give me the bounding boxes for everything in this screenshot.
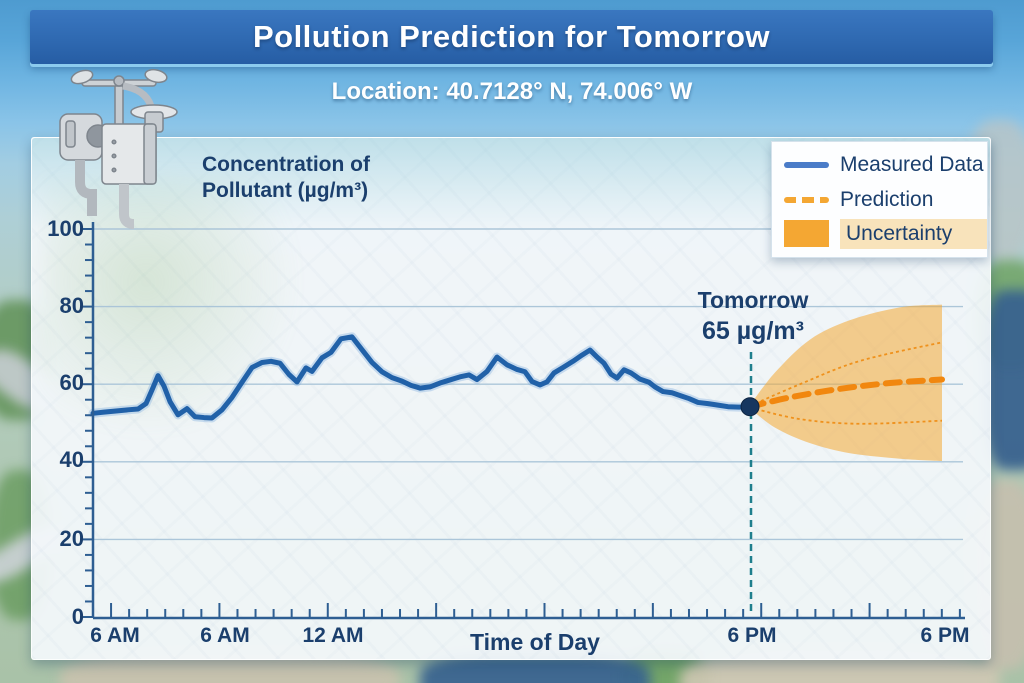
y-tick-label-60: 60 <box>59 370 84 395</box>
y-tick-label-100: 100 <box>47 216 84 241</box>
weather-station-parts <box>59 68 178 229</box>
location-label: Location: 40.7128° N, 74.006° W <box>331 78 693 105</box>
y-axis-title-line2: Pollutant (µg/m³) <box>202 179 369 202</box>
tomorrow-annotation-value: 65 µg/m³ <box>702 317 804 345</box>
weather-station-icon <box>59 68 178 229</box>
legend-item-prediction: Prediction <box>784 185 987 215</box>
legend-item-uncertainty: Uncertainty <box>784 218 987 249</box>
dashed-line-icon <box>784 196 829 203</box>
tomorrow-annotation: Tomorrow 65 µg/m³ <box>698 287 809 346</box>
title-banner: Pollution Prediction for Tomorrow <box>30 10 993 64</box>
y-axis-title: Concentration of Pollutant (µg/m³) <box>202 152 370 204</box>
legend: Measured Data Prediction Uncertainty <box>771 141 988 258</box>
river-texture <box>985 290 1024 470</box>
legend-item-measured-data: Measured Data <box>784 150 987 180</box>
y-tick-label-80: 80 <box>59 293 84 318</box>
page-title: Pollution Prediction for Tomorrow <box>252 19 771 54</box>
y-tick-label-20: 20 <box>59 526 84 551</box>
legend-label: Prediction <box>840 187 934 211</box>
y-tick-label-0: 0 <box>71 604 84 629</box>
y-tick-label-40: 40 <box>59 447 84 472</box>
legend-label: Measured Data <box>840 153 984 177</box>
legend-label: Uncertainty <box>840 218 987 249</box>
x-axis-title: Time of Day <box>470 629 600 655</box>
x-tick-label-6am-2: 6 AM <box>200 624 250 647</box>
panel-map-blob <box>42 178 302 438</box>
x-tick-label-6pm-1: 6 PM <box>727 624 777 647</box>
x-tick-label-12am: 12 AM <box>302 624 364 647</box>
y-axis-title-line1: Concentration of <box>202 153 370 176</box>
filled-square-icon <box>784 220 829 248</box>
tomorrow-annotation-label: Tomorrow <box>697 287 809 313</box>
x-tick-label-6am-1: 6 AM <box>90 624 140 647</box>
solid-line-icon <box>784 162 829 169</box>
x-tick-label-6pm-2: 6 PM <box>920 624 970 647</box>
